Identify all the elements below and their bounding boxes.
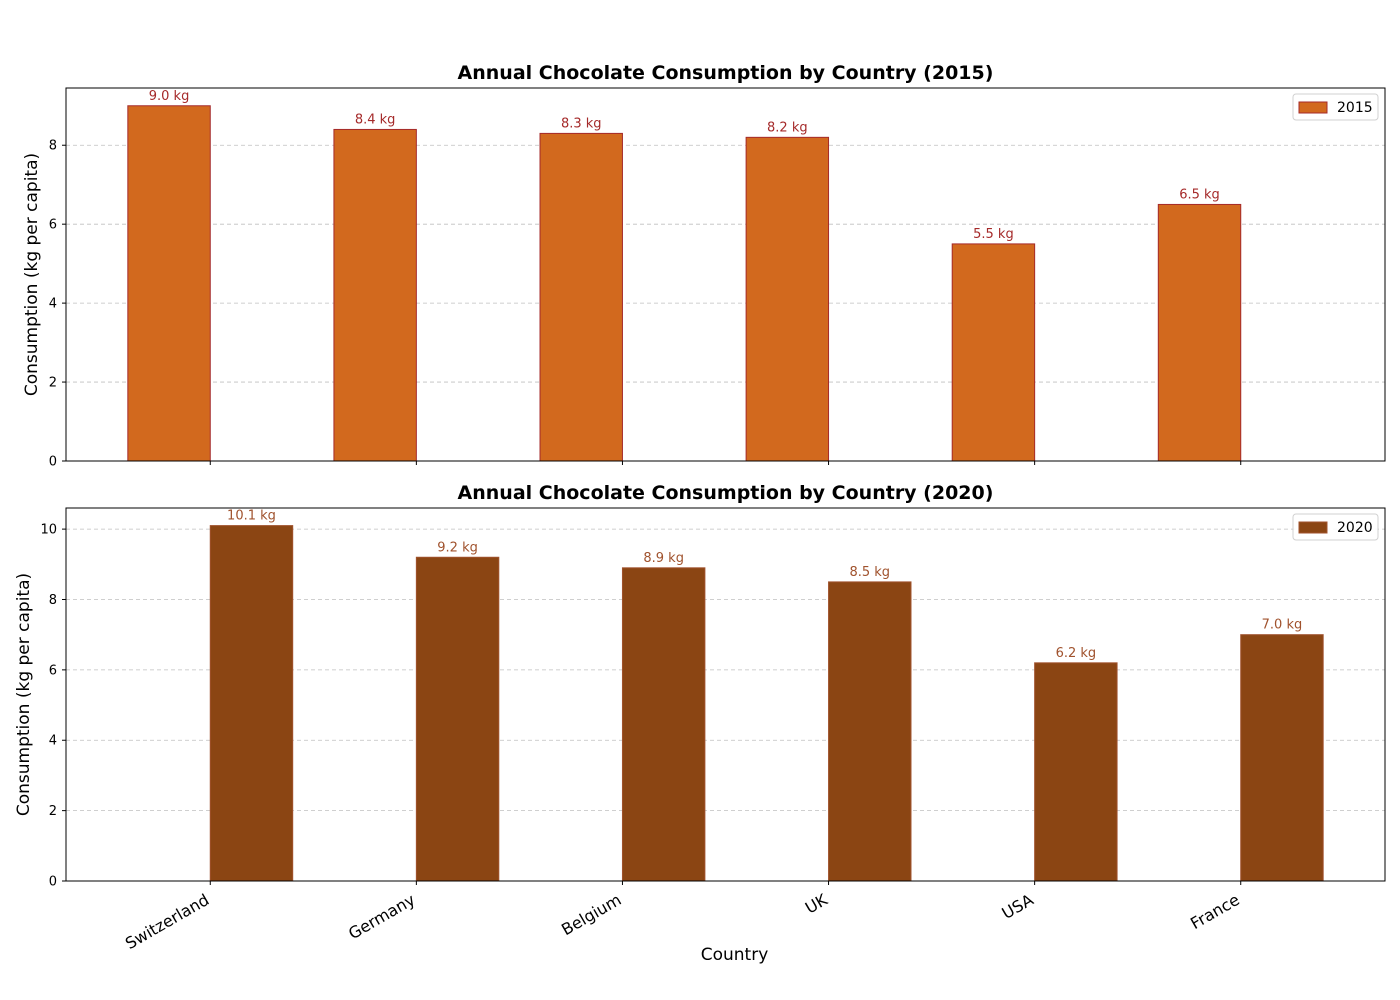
bar-value-label: 8.3 kg	[561, 116, 602, 131]
bar-value-label: 9.0 kg	[149, 89, 190, 104]
bar-value-label: 7.0 kg	[1262, 618, 1303, 633]
bar-belgium	[621, 567, 706, 882]
bar-france	[1157, 203, 1242, 462]
bar-usa	[1034, 662, 1118, 882]
bar-switzerland	[127, 105, 211, 462]
y-tick-label: 2	[49, 804, 57, 819]
axes-frame	[65, 507, 1386, 882]
bar-value-label: 10.1 kg	[227, 509, 276, 524]
y-axis-label: Consumption (kg per capita)	[22, 153, 42, 396]
axes-frame	[65, 87, 1386, 462]
y-tick-label: 0	[49, 455, 57, 470]
bar-value-label: 6.2 kg	[1056, 646, 1097, 661]
x-tick-label: Germany	[345, 890, 418, 943]
y-axis-label: Consumption (kg per capita)	[14, 573, 34, 816]
bar-uk	[828, 581, 912, 882]
legend-swatch	[1298, 101, 1328, 114]
bar-france	[1240, 634, 1324, 882]
bar-value-label: 5.5 kg	[973, 227, 1014, 242]
chart-title: Annual Chocolate Consumption by Country …	[458, 482, 994, 504]
chart-title: Annual Chocolate Consumption by Country …	[458, 62, 994, 84]
bar-switzerland	[209, 525, 294, 882]
bar-value-label: 8.5 kg	[849, 565, 890, 580]
y-tick-label: 0	[49, 875, 57, 890]
bar-value-label: 8.9 kg	[643, 551, 684, 566]
bar-value-label: 8.2 kg	[767, 120, 808, 135]
y-tick-label: 2	[49, 376, 57, 391]
y-tick-label: 4	[49, 297, 57, 312]
bar-belgium	[539, 132, 623, 462]
x-axis-label: Country	[701, 945, 769, 965]
bar-value-label: 9.2 kg	[437, 540, 478, 555]
legend-swatch	[1298, 521, 1328, 534]
bar-value-label: 8.4 kg	[355, 112, 396, 127]
y-tick-label: 6	[49, 663, 57, 678]
x-tick-label: France	[1187, 890, 1243, 933]
x-tick-label: UK	[802, 890, 831, 918]
y-tick-label: 4	[49, 734, 57, 749]
y-tick-label: 6	[49, 218, 57, 233]
y-tick-label: 8	[49, 593, 57, 608]
bar-value-label: 6.5 kg	[1179, 187, 1220, 202]
x-tick-label: USA	[998, 890, 1036, 923]
legend-label: 2020	[1337, 520, 1373, 536]
legend-label: 2015	[1337, 100, 1373, 116]
x-tick-label: Switzerland	[122, 890, 212, 953]
bar-uk	[745, 136, 830, 462]
bar-usa	[951, 243, 1036, 462]
y-tick-label: 10	[40, 523, 57, 538]
bar-germany	[415, 556, 500, 882]
bar-germany	[333, 128, 417, 462]
y-tick-label: 8	[49, 139, 57, 154]
x-tick-label: Belgium	[558, 890, 624, 939]
